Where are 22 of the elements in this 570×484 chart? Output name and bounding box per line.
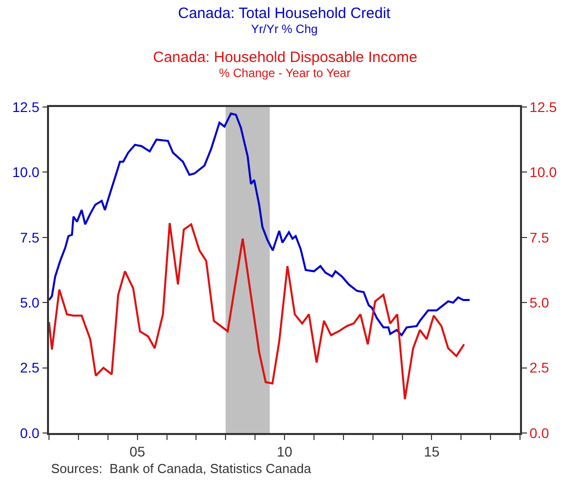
y-tick-label: 7.5 [20, 229, 40, 246]
y2-tick-label: 5.0 [530, 294, 550, 310]
y2-tick-label: 12.5 [530, 98, 558, 115]
y2-tick-label: 2.5 [530, 360, 550, 376]
line-series [49, 222, 466, 400]
x-tick-label: 10 [276, 444, 292, 460]
y-tick-label: 5.0 [20, 294, 40, 310]
text: Canada: Total Household Credit [178, 5, 392, 22]
text: % Change - Year to Year [219, 66, 350, 80]
x-tick-label: 15 [424, 444, 440, 460]
y-tick-label: 0.0 [20, 424, 40, 441]
text: Canada: Household Disposable Income [153, 49, 418, 66]
line-series [49, 112, 471, 336]
y2-tick-label: 7.5 [530, 229, 550, 246]
y2-tick-label: 10.0 [530, 164, 558, 180]
y-tick-label: 10.0 [12, 164, 40, 180]
y2-tick-label: 0.0 [530, 424, 550, 441]
x-tick-label: 05 [130, 444, 146, 460]
y-tick-label: 2.5 [20, 360, 40, 376]
y-tick-label: 12.5 [12, 98, 40, 115]
text: Yr/Yr % Chg [251, 22, 318, 36]
source-note: Sources: Bank of Canada, Statistics Canada [51, 461, 312, 476]
